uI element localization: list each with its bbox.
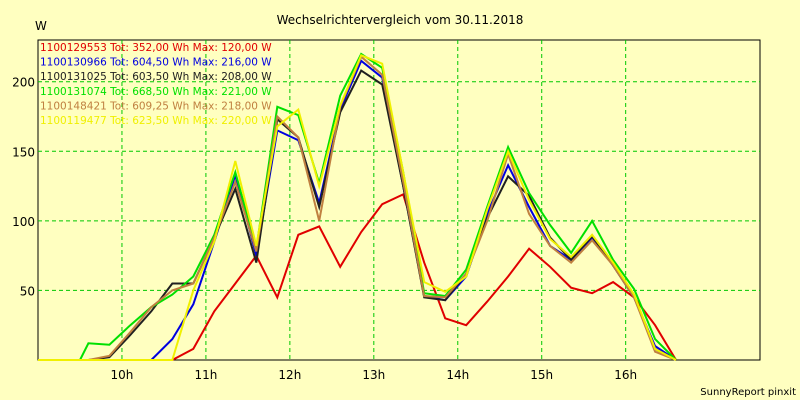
legend-entry-1100131025: 1100131025 Tot: 603,50 Wh Max: 208,00 W: [40, 71, 272, 83]
chart-title: Wechselrichtervergleich vom 30.11.2018: [277, 13, 524, 27]
x-tick-label: 13h: [362, 368, 385, 382]
x-tick-label: 10h: [111, 368, 134, 382]
series-line-1100131074: [38, 52, 677, 361]
legend-entry-1100129553: 1100129553 Tot: 352,00 Wh Max: 120,00 W: [40, 42, 272, 54]
y-tick-label: 150: [12, 145, 35, 159]
x-tick-label: 11h: [194, 368, 217, 382]
x-tick-label: 12h: [278, 368, 301, 382]
legend-entry-1100148421: 1100148421 Tot: 609,25 Wh Max: 218,00 W: [40, 100, 272, 112]
y-tick-label: 200: [12, 76, 35, 90]
x-tick-labels: 10h 11h 12h 13h 14h 15h 16h: [111, 368, 638, 382]
y-axis-unit: W: [35, 19, 47, 33]
y-tick-labels: 50 100 150 200: [12, 76, 35, 299]
y-tick-label: 100: [12, 215, 35, 229]
series-line-1100119477: [38, 54, 677, 361]
x-tick-label: 15h: [530, 368, 553, 382]
plot-frame: [37, 39, 761, 361]
legend: 1100129553 Tot: 352,00 Wh Max: 120,00 W 1…: [40, 42, 272, 127]
credit-text: SunnyReport pinxit: [700, 387, 796, 398]
series-line-1100131025: [38, 69, 677, 361]
y-tick-label: 50: [20, 284, 35, 298]
series-lines: [38, 52, 677, 361]
legend-entry-1100119477: 1100119477 Tot: 623,50 Wh Max: 220,00 W: [40, 115, 272, 127]
series-line-1100129553: [38, 193, 677, 361]
legend-entry-1100130966: 1100130966 Tot: 604,50 Wh Max: 216,00 W: [40, 57, 272, 69]
x-tick-label: 14h: [446, 368, 469, 382]
legend-entry-1100131074: 1100131074 Tot: 668,50 Wh Max: 221,00 W: [40, 86, 272, 98]
x-tick-label: 16h: [614, 368, 637, 382]
